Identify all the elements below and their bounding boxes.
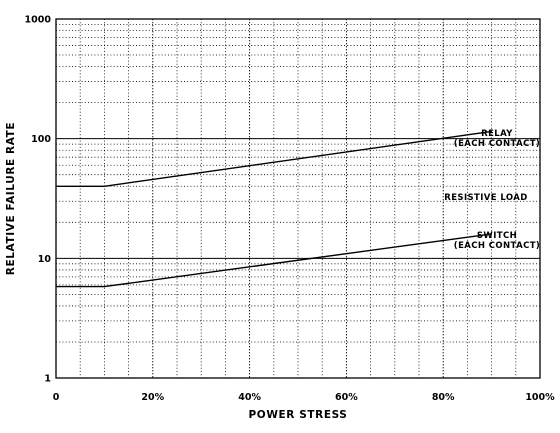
switch-label: SWITCH: [477, 231, 517, 241]
y-axis-title: RELATIVE FAILURE RATE: [5, 122, 17, 275]
relay-failure-rate-line: [56, 130, 492, 188]
x-tick-label: 0: [53, 392, 60, 403]
y-tick-label: 1000: [25, 15, 52, 26]
switch-failure-rate-line: [56, 233, 492, 288]
x-tick-label: 20%: [141, 392, 164, 403]
relay-sublabel: (EACH CONTACT): [454, 139, 540, 149]
relay-label: RELAY: [481, 129, 513, 139]
x-tick-label: 80%: [432, 392, 455, 403]
grid: [56, 19, 540, 378]
tick-labels: 0 20% 40% 60% 80% 100% 1 10 100 1000: [25, 15, 556, 404]
y-tick-label: 10: [38, 254, 52, 265]
resistive-load-label: RESISTIVE LOAD: [444, 193, 527, 203]
y-tick-label: 100: [31, 134, 51, 145]
x-tick-label: 40%: [238, 392, 261, 403]
x-tick-label: 100%: [525, 392, 555, 403]
y-tick-label: 1: [44, 374, 51, 385]
plot-frame: [55, 18, 541, 379]
series-layer: [56, 130, 492, 288]
switch-sublabel: (EACH CONTACT): [454, 241, 540, 251]
x-axis-title: POWER STRESS: [249, 409, 348, 421]
x-tick-label: 60%: [335, 392, 358, 403]
